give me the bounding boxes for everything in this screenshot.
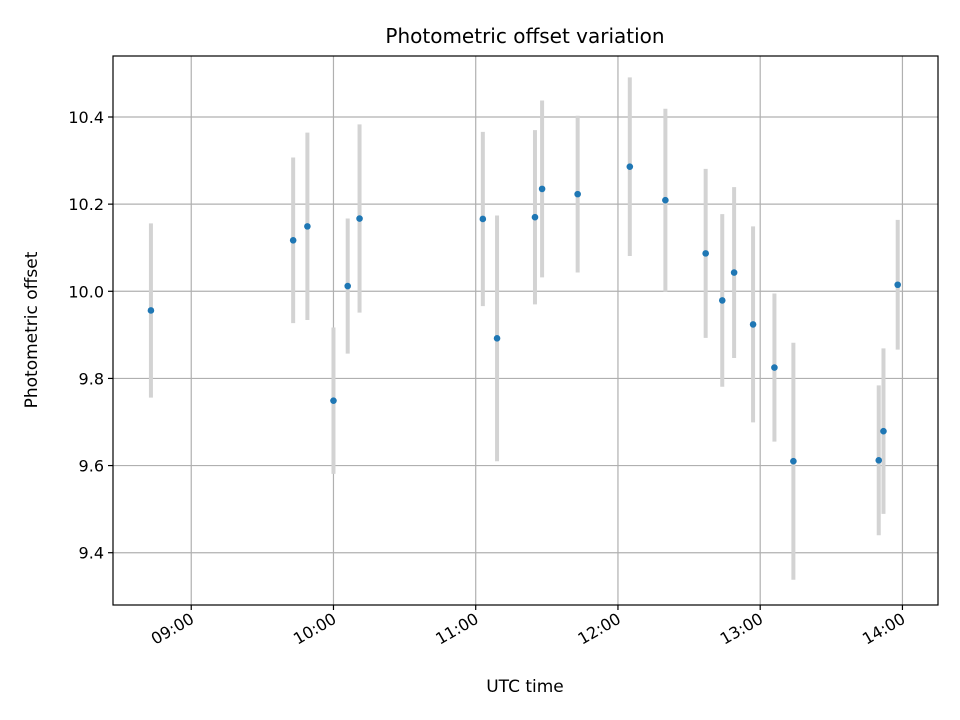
y-tick-label: 10.4 (68, 108, 104, 127)
data-point (790, 457, 797, 465)
y-tick-label: 10.2 (68, 195, 104, 214)
y-axis-label: Photometric offset (22, 251, 42, 408)
x-axis-label: UTC time (486, 677, 564, 697)
point-layer (147, 163, 901, 465)
data-point (875, 457, 883, 464)
data-point (531, 213, 539, 221)
y-tick-label: 9.6 (79, 457, 104, 476)
data-point (304, 223, 311, 230)
data-point (538, 185, 546, 193)
data-point (147, 307, 155, 314)
data-point (749, 321, 757, 328)
chart-title: Photometric offset variation (385, 24, 664, 48)
data-point (626, 163, 634, 170)
plot-frame (112, 55, 939, 606)
data-point (730, 269, 738, 276)
data-point (330, 397, 337, 404)
data-point (880, 427, 887, 435)
data-point (894, 281, 901, 289)
data-point (574, 190, 581, 198)
data-point (702, 250, 709, 257)
grid-layer (113, 56, 938, 605)
data-point (493, 335, 501, 342)
data-point (356, 215, 363, 222)
y-tick-label: 9.8 (79, 369, 104, 388)
data-point (344, 282, 351, 290)
data-point (718, 297, 726, 304)
data-point (479, 215, 487, 223)
y-tick-label: 9.4 (79, 544, 104, 563)
data-point (662, 196, 669, 204)
data-point (289, 237, 297, 244)
y-tick-label: 10.0 (68, 282, 104, 301)
data-point (771, 364, 778, 371)
